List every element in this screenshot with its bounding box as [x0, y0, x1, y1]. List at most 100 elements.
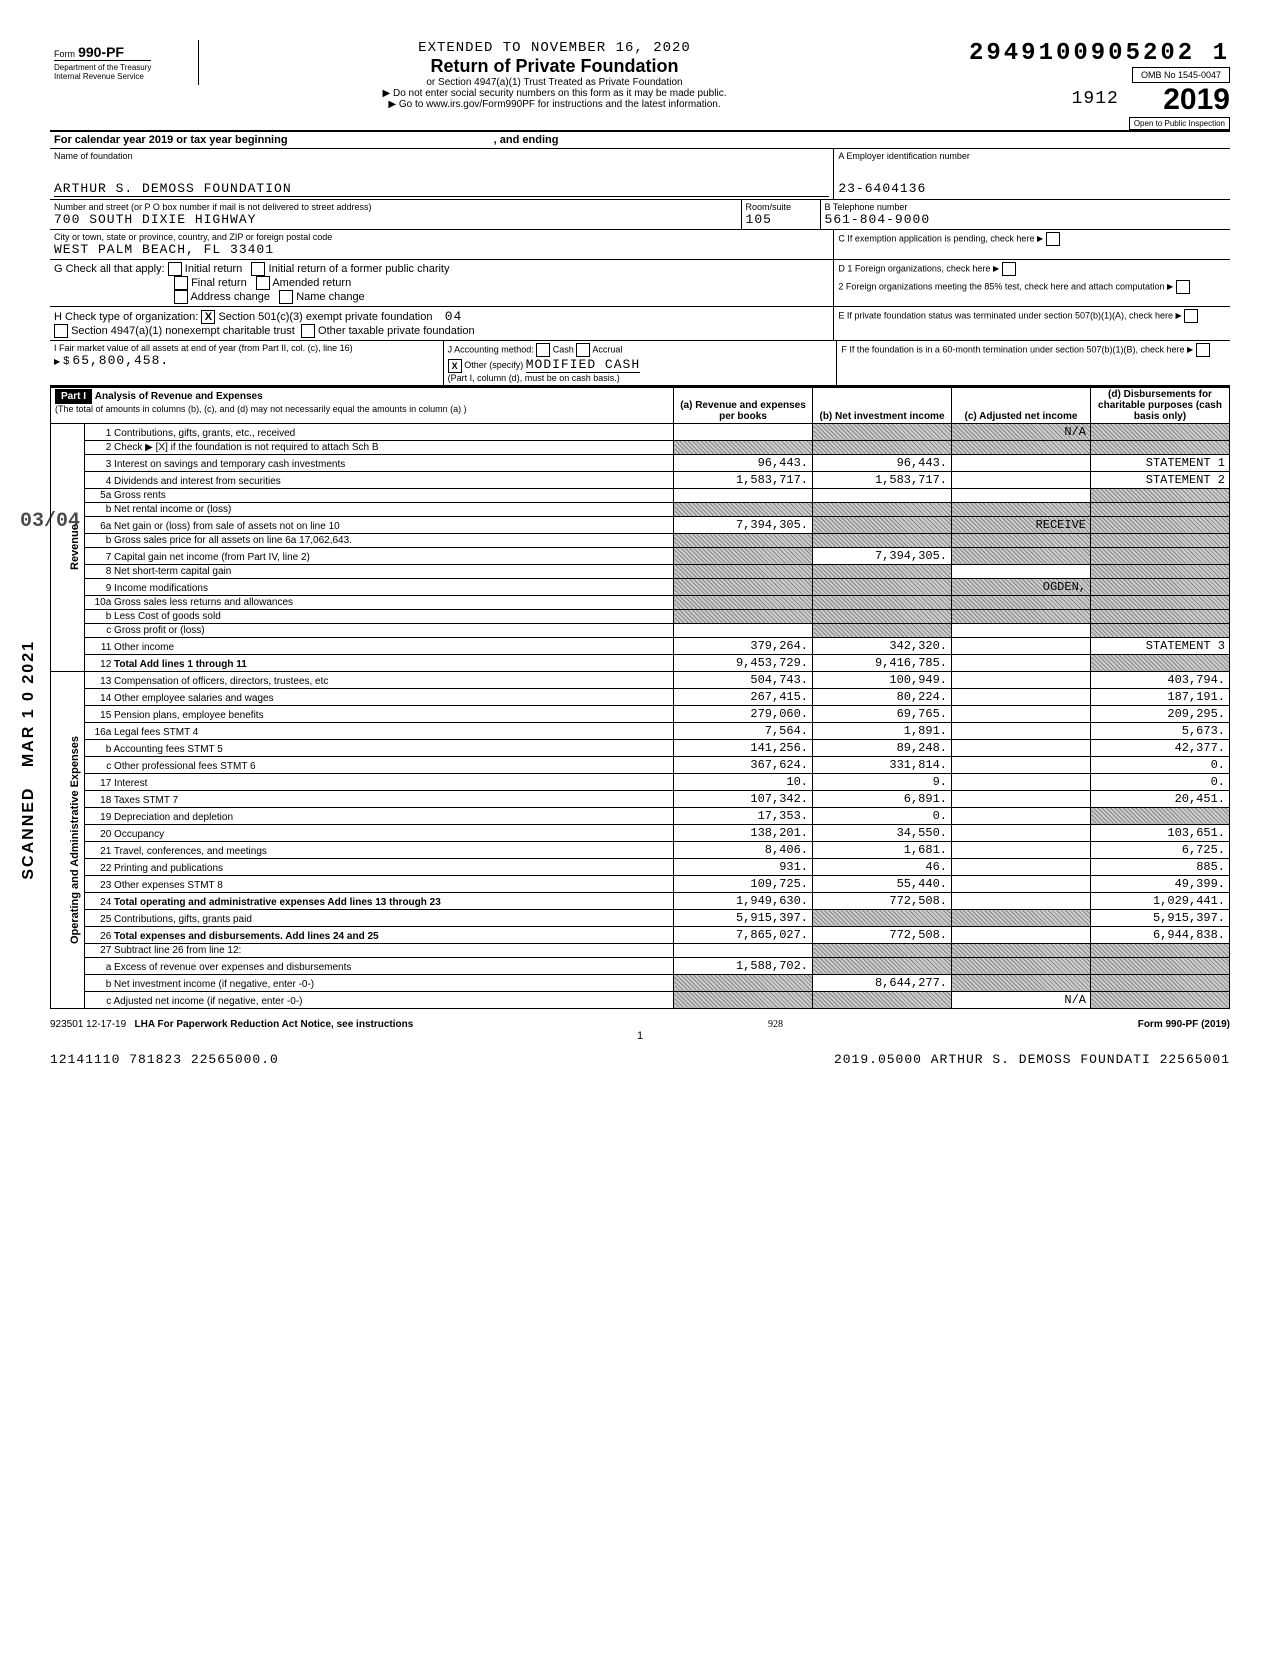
line-label: 9 Income modifications	[85, 578, 674, 595]
cell-c	[952, 739, 1091, 756]
opt-initial: Initial return	[185, 263, 242, 275]
section-f: F If the foundation is in a 60-month ter…	[841, 343, 1226, 357]
line-label: 16a Legal fees STMT 4	[85, 722, 674, 739]
line-label: 4 Dividends and interest from securities	[85, 471, 674, 488]
cell-a: 5,915,397.	[674, 909, 813, 926]
cell-a: 7,394,305.	[674, 516, 813, 533]
name-label: Name of foundation	[54, 151, 829, 161]
city-label: City or town, state or province, country…	[54, 232, 829, 242]
opt-initial-former: Initial return of a former public charit…	[269, 263, 450, 275]
bottom-footer: 12141110 781823 22565000.0 2019.05000 AR…	[50, 1052, 1230, 1067]
opt-name: Name change	[296, 291, 365, 303]
table-row: c Gross profit or (loss)	[51, 623, 1230, 637]
cell-b	[813, 943, 952, 957]
cell-b	[813, 957, 952, 974]
table-row: 5a Gross rents	[51, 488, 1230, 502]
table-row: 2 Check ▶ [X] if the foundation is not r…	[51, 440, 1230, 454]
cell-a	[674, 423, 813, 440]
cell-d	[1091, 974, 1230, 991]
cell-a: 7,865,027.	[674, 926, 813, 943]
cell-d: 403,794.	[1091, 671, 1230, 688]
line-label: b Accounting fees STMT 5	[85, 739, 674, 756]
line-label: 25 Contributions, gifts, grants paid	[85, 909, 674, 926]
cell-d: 187,191.	[1091, 688, 1230, 705]
cell-b	[813, 423, 952, 440]
table-row: 15 Pension plans, employee benefits279,0…	[51, 705, 1230, 722]
cell-d	[1091, 807, 1230, 824]
cell-d: 103,651.	[1091, 824, 1230, 841]
cell-d	[1091, 502, 1230, 516]
cell-c: OGDEN,	[952, 578, 1091, 595]
table-row: 26 Total expenses and disbursements. Add…	[51, 926, 1230, 943]
line-label: 11 Other income	[85, 637, 674, 654]
line-label: 24 Total operating and administrative ex…	[85, 892, 674, 909]
cell-a	[674, 533, 813, 547]
table-row: 6a Net gain or (loss) from sale of asset…	[51, 516, 1230, 533]
public-inspection: Open to Public Inspection	[1129, 117, 1230, 130]
line-label: 3 Interest on savings and temporary cash…	[85, 454, 674, 471]
cell-a: 7,564.	[674, 722, 813, 739]
cell-d	[1091, 654, 1230, 671]
street-value: 700 SOUTH DIXIE HIGHWAY	[54, 212, 737, 227]
line-label: 17 Interest	[85, 773, 674, 790]
room-value: 105	[746, 212, 816, 227]
cell-d: 20,451.	[1091, 790, 1230, 807]
table-row: 8 Net short-term capital gain	[51, 564, 1230, 578]
revenue-side-label: Revenue	[51, 423, 85, 671]
cell-a: 109,725.	[674, 875, 813, 892]
cell-b: 1,681.	[813, 841, 952, 858]
phone-label: B Telephone number	[825, 202, 1226, 212]
cell-a: 17,353.	[674, 807, 813, 824]
cell-b: 69,765.	[813, 705, 952, 722]
cell-c	[952, 790, 1091, 807]
cell-b: 1,891.	[813, 722, 952, 739]
fmv-value: 65,800,458.	[72, 353, 169, 368]
cell-b: 7,394,305.	[813, 547, 952, 564]
cell-d	[1091, 488, 1230, 502]
cell-a: 367,624.	[674, 756, 813, 773]
j-cash: Cash	[553, 344, 574, 354]
subtitle-2: ▶ Do not enter social security numbers o…	[209, 88, 900, 99]
cell-c	[952, 488, 1091, 502]
table-row: 17 Interest10.9.0.	[51, 773, 1230, 790]
section-e: E If private foundation status was termi…	[838, 309, 1226, 323]
cell-b	[813, 609, 952, 623]
document-locator: 2949100905202 1	[910, 40, 1230, 67]
cell-a	[674, 991, 813, 1008]
cell-c	[952, 440, 1091, 454]
cell-a: 1,949,630.	[674, 892, 813, 909]
ein-label: A Employer identification number	[838, 151, 1226, 161]
cell-d: STATEMENT 3	[1091, 637, 1230, 654]
section-h-label: H Check type of organization:	[54, 311, 198, 323]
line-label: c Adjusted net income (if negative, ente…	[85, 991, 674, 1008]
page-number: 1	[50, 1030, 1230, 1042]
line-label: 27 Subtract line 26 from line 12:	[85, 943, 674, 957]
table-row: 20 Occupancy138,201.34,550.103,651.	[51, 824, 1230, 841]
cell-a: 141,256.	[674, 739, 813, 756]
cell-b: 55,440.	[813, 875, 952, 892]
cell-a	[674, 488, 813, 502]
part1-title: Analysis of Revenue and Expenses	[95, 391, 263, 402]
cell-d: 42,377.	[1091, 739, 1230, 756]
cell-b: 46.	[813, 858, 952, 875]
section-i: I Fair market value of all assets at end…	[54, 343, 439, 353]
cell-c	[952, 454, 1091, 471]
cell-a: 267,415.	[674, 688, 813, 705]
cell-a: 10.	[674, 773, 813, 790]
cell-d	[1091, 595, 1230, 609]
cell-a	[674, 609, 813, 623]
cell-a: 9,453,729.	[674, 654, 813, 671]
cell-a	[674, 578, 813, 595]
cell-a: 279,060.	[674, 705, 813, 722]
ein-value: 23-6404136	[838, 181, 1226, 196]
line-label: 20 Occupancy	[85, 824, 674, 841]
table-row: c Other professional fees STMT 6367,624.…	[51, 756, 1230, 773]
line-label: 10a Gross sales less returns and allowan…	[85, 595, 674, 609]
expenses-side-label: Operating and Administrative Expenses	[51, 671, 85, 1008]
cell-c	[952, 722, 1091, 739]
cell-d: 6,725.	[1091, 841, 1230, 858]
cell-d: 6,944,838.	[1091, 926, 1230, 943]
cell-d	[1091, 564, 1230, 578]
form-number: 990-PF	[78, 44, 124, 60]
cell-c	[952, 595, 1091, 609]
